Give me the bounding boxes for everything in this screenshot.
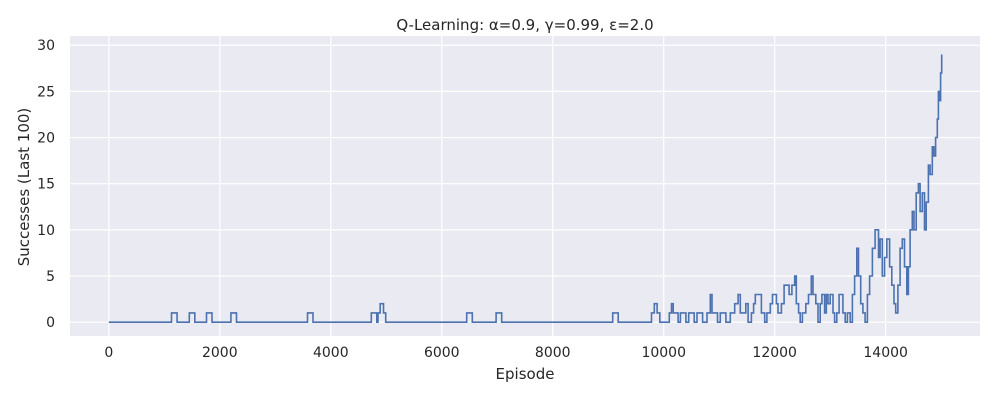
y-tick-label: 25 [37, 84, 55, 100]
x-gridlines [108, 36, 887, 336]
y-tick-label: 10 [37, 223, 55, 239]
y-axis-label: Successes (Last 100) [15, 108, 33, 267]
x-tick-label: 4000 [313, 345, 349, 361]
series-line [108, 54, 943, 323]
x-tick-label: 8000 [535, 345, 571, 361]
y-tick-label: 0 [46, 315, 55, 331]
y-tick-labels: 0 5 10 15 20 25 30 [37, 38, 55, 331]
y-tick-label: 20 [37, 131, 55, 147]
plot-area [70, 36, 980, 336]
x-tick-labels: 0 2000 4000 6000 8000 10000 12000 14000 [104, 345, 908, 361]
y-tick-label: 15 [37, 177, 55, 193]
chart-title: Q-Learning: α=0.9, γ=0.99, ε=2.0 [396, 16, 653, 34]
y-tick-label: 30 [37, 38, 55, 54]
x-tick-label: 0 [104, 345, 113, 361]
y-tick-label: 5 [46, 269, 55, 285]
series-layer [108, 54, 943, 323]
x-tick-label: 10000 [641, 345, 686, 361]
x-tick-label: 6000 [424, 345, 460, 361]
x-tick-label: 12000 [752, 345, 797, 361]
x-tick-label: 14000 [863, 345, 908, 361]
x-axis-label: Episode [496, 365, 555, 383]
x-tick-label: 2000 [202, 345, 238, 361]
